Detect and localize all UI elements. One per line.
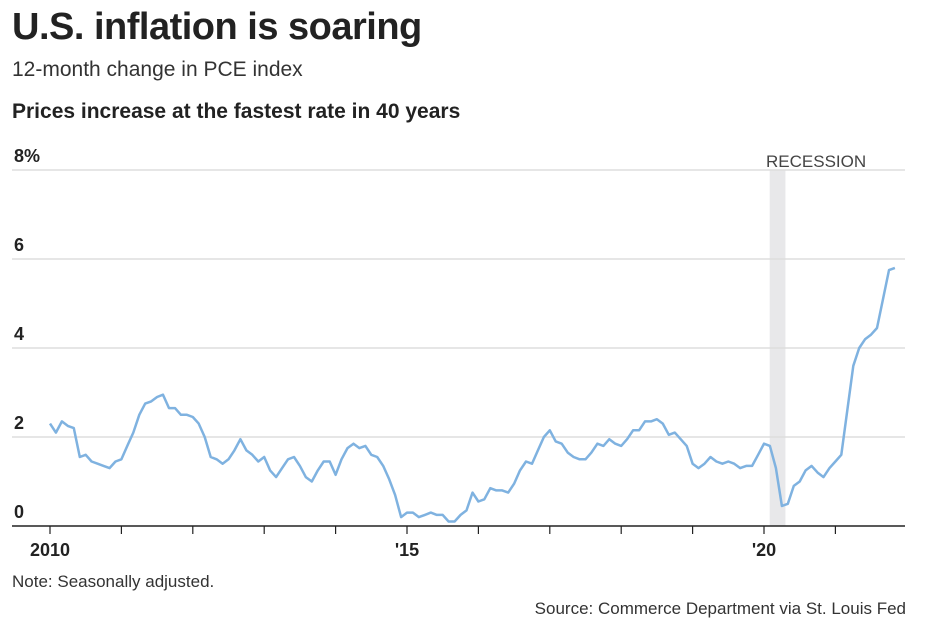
y-tick-label: 6 [14, 235, 24, 255]
footnote: Note: Seasonally adjusted. [12, 572, 215, 591]
recession-label: RECESSION [766, 152, 866, 171]
y-tick-label: 4 [14, 324, 24, 344]
pce-series-line [48, 266, 896, 523]
x-tick-label: '20 [752, 540, 776, 560]
chart-subhead: Prices increase at the fastest rate in 4… [12, 100, 461, 123]
chart-subtitle: 12-month change in PCE index [12, 58, 303, 81]
y-tick-label: 2 [14, 413, 24, 433]
y-tick-label: 0 [14, 502, 24, 522]
y-tick-label: 8% [14, 146, 40, 166]
chart-title: U.S. inflation is soaring [12, 6, 422, 48]
x-tick-label: '15 [395, 540, 419, 560]
x-tick-label: 2010 [30, 540, 70, 560]
source-credit: Source: Commerce Department via St. Loui… [534, 599, 906, 618]
